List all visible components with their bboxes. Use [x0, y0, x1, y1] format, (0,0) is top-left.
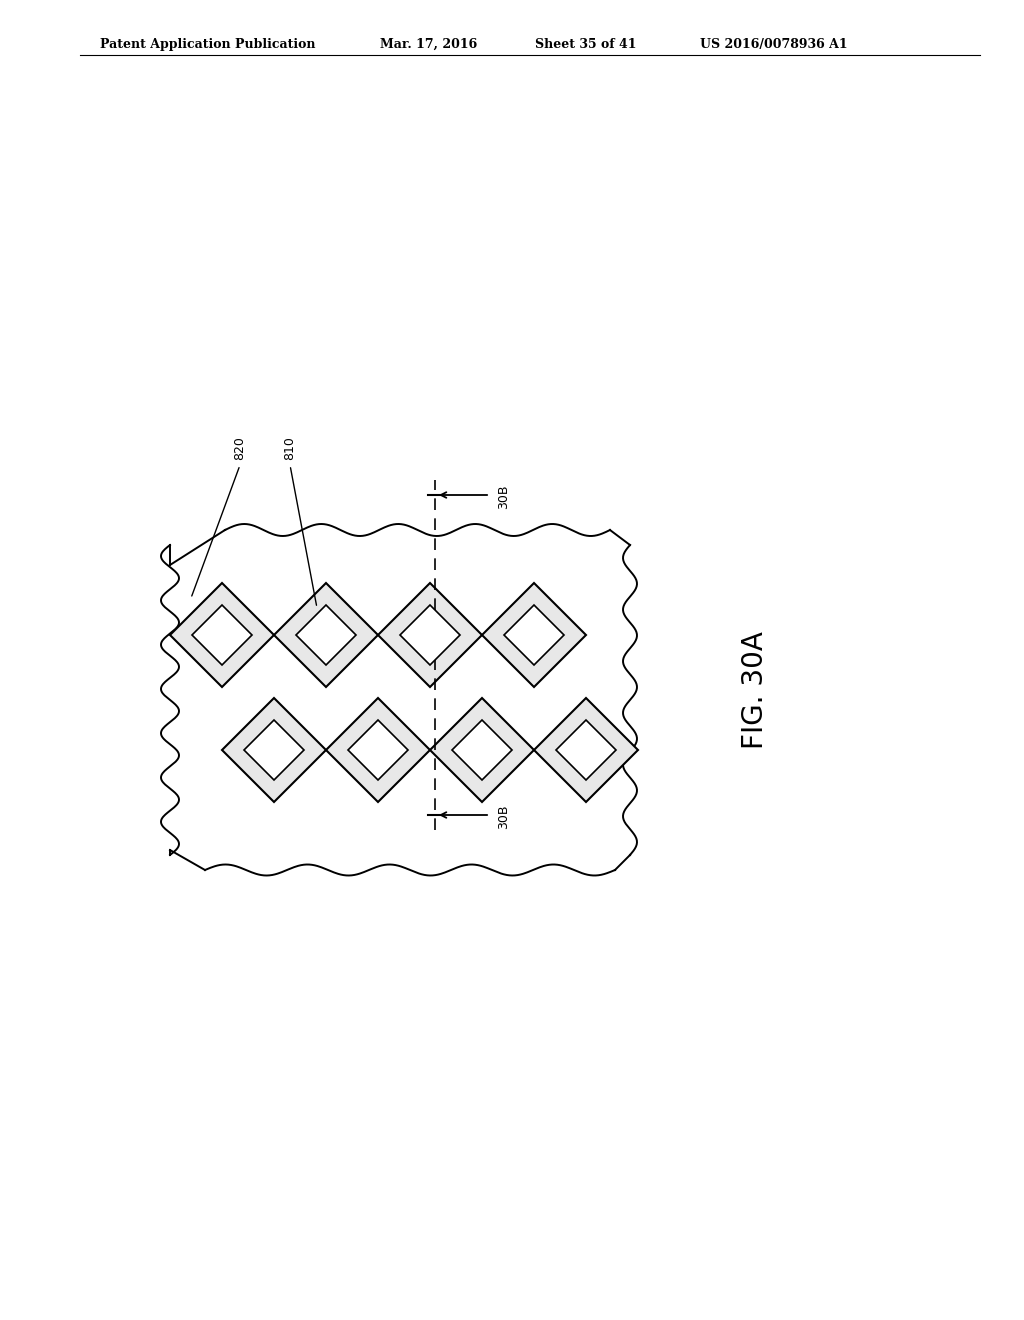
Text: US 2016/0078936 A1: US 2016/0078936 A1	[700, 38, 848, 51]
Polygon shape	[556, 719, 616, 780]
Polygon shape	[430, 698, 534, 803]
Polygon shape	[244, 719, 304, 780]
Text: Sheet 35 of 41: Sheet 35 of 41	[535, 38, 637, 51]
Polygon shape	[504, 605, 564, 665]
Polygon shape	[170, 583, 274, 686]
Text: Mar. 17, 2016: Mar. 17, 2016	[380, 38, 477, 51]
Text: 820: 820	[233, 436, 247, 459]
Text: 30B: 30B	[497, 805, 510, 829]
Polygon shape	[400, 605, 460, 665]
Polygon shape	[534, 698, 638, 803]
Polygon shape	[452, 719, 512, 780]
Polygon shape	[482, 583, 586, 686]
Text: 30B: 30B	[497, 484, 510, 510]
Text: 810: 810	[284, 436, 297, 459]
Polygon shape	[222, 698, 326, 803]
Polygon shape	[193, 605, 252, 665]
Text: FIG. 30A: FIG. 30A	[741, 631, 769, 748]
Polygon shape	[326, 698, 430, 803]
Polygon shape	[274, 583, 378, 686]
Polygon shape	[378, 583, 482, 686]
Polygon shape	[296, 605, 356, 665]
Polygon shape	[348, 719, 408, 780]
Text: Patent Application Publication: Patent Application Publication	[100, 38, 315, 51]
